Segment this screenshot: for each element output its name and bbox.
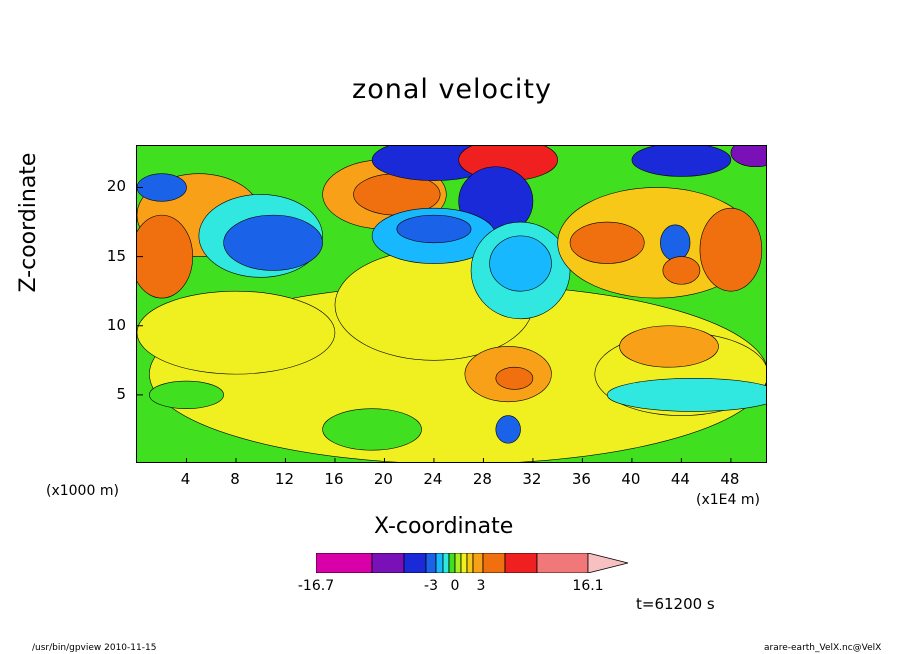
colorbar-segment [504,553,538,573]
x-tick-label: 28 [472,470,492,488]
heatmap-region [137,290,336,375]
colorbar-segment [460,553,468,573]
heatmap-region [699,207,763,292]
colorbar-segment [435,553,444,573]
colorbar-extension [587,553,629,573]
footer-left: /usr/bin/gpview 2010-11-15 [32,643,157,653]
colorbar-segment [536,553,589,573]
heatmap-region [730,146,766,168]
x-tick-label: 4 [180,470,191,488]
x-unit-right: (x1E4 m) [696,492,760,508]
x-axis-label: X-coordinate [374,514,514,539]
plot-area [136,145,767,463]
heatmap-region [223,214,323,271]
heatmap-region [495,366,534,390]
colorbar-segment [425,553,437,573]
colorbar-segment [403,553,427,573]
x-unit-left: (x1000 m) [46,483,119,499]
colorbar-segment [482,553,506,573]
x-tick-label: 36 [571,470,591,488]
heatmap-svg [137,146,766,462]
heatmap-region [662,256,701,285]
heatmap-region [137,173,187,202]
heatmap-region [569,221,645,264]
x-tick-label: 12 [274,470,295,488]
chart-title: zonal velocity [352,74,552,105]
y-tick-label: 15 [106,246,126,265]
x-tick-label: 40 [621,470,641,488]
x-tick-label: 48 [720,470,740,488]
x-tick-label: 16 [324,470,344,488]
colorbar-segment [454,553,462,573]
colorbar-segment [472,553,484,573]
x-tick-label: 32 [522,470,542,488]
heatmap-region [322,408,422,451]
colorbar-min-label: -16.7 [297,578,335,594]
heatmap-region [606,377,766,412]
heatmap-region [396,214,472,244]
colorbar-segment [442,553,450,573]
y-tick-label: 20 [106,177,126,196]
colorbar-segment [448,553,456,573]
heatmap-region [489,235,552,292]
heatmap-region [631,146,732,177]
heatmap-region [619,325,719,368]
colorbar-mid-label: 3 [476,578,486,594]
colorbar [316,553,629,573]
footer-right: arare-earth_VelX.nc@VelX [764,643,882,653]
heatmap-region [149,380,224,409]
colorbar-segment [466,553,474,573]
colorbar-mid-label: -3 [424,578,438,594]
heatmap-region [137,214,193,299]
y-axis-label: Z-coordinate [16,152,42,293]
x-tick-label: 8 [230,470,240,488]
heatmap-region [660,224,691,262]
colorbar-max-label: 16.1 [572,578,604,594]
y-tick-label: 5 [116,384,126,403]
colorbar-mid-label: 0 [450,578,460,594]
x-tick-label: 24 [423,470,443,488]
y-tick-label: 10 [106,315,126,334]
heatmap-region [495,415,521,444]
colorbar-segment [371,553,405,573]
x-tick-label: 44 [670,470,690,488]
x-tick-label: 20 [373,470,393,488]
colorbar-segment [316,553,373,573]
time-label: t=61200 s [636,595,715,613]
